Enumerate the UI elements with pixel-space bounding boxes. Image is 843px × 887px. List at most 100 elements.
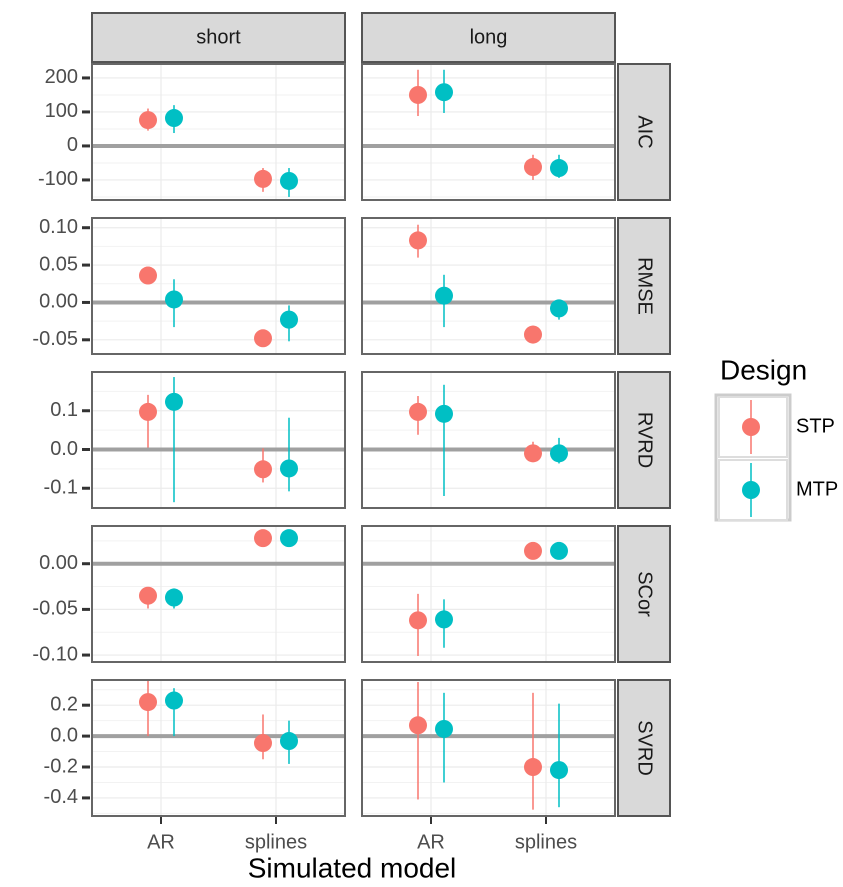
point <box>165 392 183 411</box>
y-tick-label: 0.0 <box>50 438 78 460</box>
x-tick-label: AR <box>417 831 445 853</box>
point <box>550 761 568 780</box>
facet-strip <box>617 525 671 663</box>
facet-strip <box>91 12 346 63</box>
point <box>550 299 568 318</box>
y-tick-label: 0.2 <box>50 693 78 715</box>
point <box>409 231 427 250</box>
panel-border <box>91 525 346 663</box>
y-tick-label: -0.4 <box>44 786 78 808</box>
y-tick-label: -0.05 <box>32 328 78 350</box>
point <box>409 716 427 735</box>
point <box>524 325 542 344</box>
panel-background <box>362 372 615 508</box>
point <box>550 159 568 178</box>
panel-background <box>92 64 345 200</box>
facet-strip-label: long <box>470 26 508 48</box>
point <box>435 610 453 629</box>
x-axis-title: Simulated model <box>248 852 457 883</box>
point <box>280 171 298 190</box>
point <box>280 529 298 548</box>
point <box>139 402 157 421</box>
facet-strip <box>361 12 616 63</box>
y-tick-label: 0.0 <box>50 724 78 746</box>
panel-background <box>362 64 615 200</box>
panel-border <box>91 63 346 201</box>
panel-background <box>92 372 345 508</box>
facet-strip <box>617 217 671 355</box>
y-tick-label: 0.10 <box>39 216 78 238</box>
point <box>435 719 453 738</box>
panel-background <box>362 526 615 662</box>
panel-border <box>361 371 616 509</box>
x-tick-label: splines <box>245 831 307 853</box>
panel-border <box>361 217 616 355</box>
legend-label: STP <box>796 415 835 437</box>
point <box>254 329 272 348</box>
panel-border <box>91 371 346 509</box>
panel-border <box>91 679 346 817</box>
facet-strip <box>617 63 671 201</box>
y-tick-label: -100 <box>38 168 78 190</box>
y-tick-label: -0.10 <box>32 643 78 665</box>
x-tick-label: splines <box>515 831 577 853</box>
y-tick-label: -0.2 <box>44 755 78 777</box>
point <box>139 586 157 605</box>
legend-point <box>742 481 760 499</box>
point <box>524 444 542 463</box>
x-tick-label: AR <box>147 831 175 853</box>
point <box>165 290 183 309</box>
facet-strip-label: AIC <box>634 115 656 148</box>
point <box>409 611 427 630</box>
y-tick-label: 0.1 <box>50 399 78 421</box>
point <box>139 111 157 130</box>
facet-strip-label: RMSE <box>634 257 656 315</box>
facet-strip-label: SVRD <box>634 720 656 776</box>
point <box>165 588 183 607</box>
point <box>254 529 272 548</box>
point <box>435 83 453 102</box>
point <box>254 169 272 188</box>
y-tick-label: 200 <box>45 66 78 88</box>
y-tick-label: -0.05 <box>32 598 78 620</box>
y-tick-label: -0.1 <box>44 477 78 499</box>
point <box>435 286 453 305</box>
point <box>550 444 568 463</box>
y-tick-label: 0.00 <box>39 552 78 574</box>
point <box>280 310 298 329</box>
panel-background <box>92 680 345 816</box>
panel-background <box>92 526 345 662</box>
facet-strip-label: short <box>196 26 241 48</box>
panel-border <box>361 63 616 201</box>
panel-border <box>361 525 616 663</box>
point <box>280 459 298 478</box>
y-tick-label: 100 <box>45 100 78 122</box>
facet-strip-label: SCor <box>634 571 656 617</box>
point <box>524 541 542 560</box>
y-tick-label: 0.05 <box>39 253 78 275</box>
point <box>550 541 568 560</box>
panel-background <box>362 218 615 354</box>
point <box>409 85 427 104</box>
y-tick-label: 0 <box>67 134 78 156</box>
panel-background <box>92 218 345 354</box>
point <box>139 266 157 285</box>
point <box>280 732 298 751</box>
panel-background <box>362 680 615 816</box>
point <box>409 402 427 421</box>
legend-title: Design <box>720 354 807 385</box>
y-tick-label: 0.00 <box>39 291 78 313</box>
legend-point <box>742 418 760 436</box>
point <box>524 158 542 177</box>
point <box>254 460 272 479</box>
panel-border <box>91 217 346 355</box>
point <box>524 758 542 777</box>
legend-label: MTP <box>796 478 838 500</box>
panel-border <box>361 679 616 817</box>
facet-strip <box>617 371 671 509</box>
point <box>254 734 272 753</box>
point <box>165 109 183 128</box>
point <box>139 693 157 712</box>
point <box>435 404 453 423</box>
